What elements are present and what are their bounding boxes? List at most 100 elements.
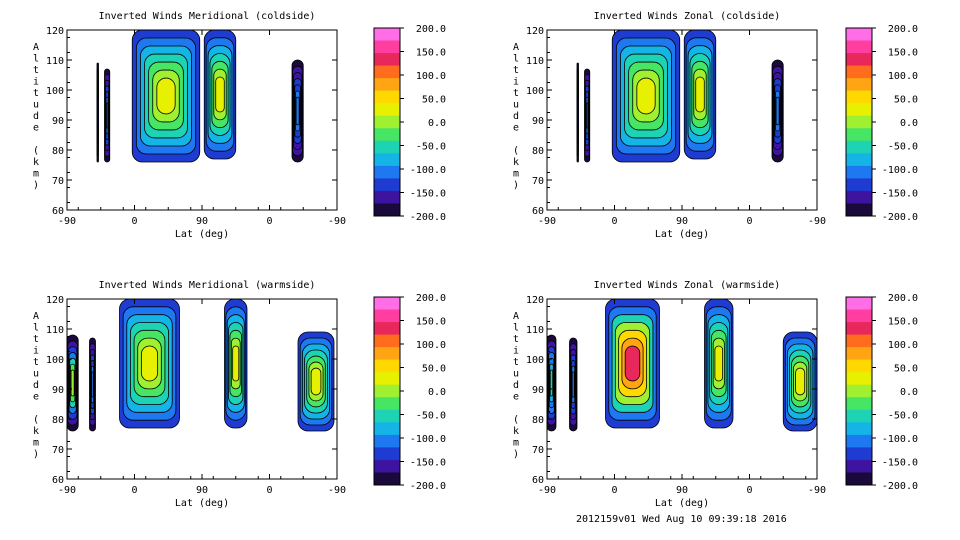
y-tick-label: 60 bbox=[532, 475, 544, 486]
x-tick-label: -90 bbox=[328, 485, 346, 496]
colorbar-swatch bbox=[846, 153, 872, 167]
y-tick-label: 110 bbox=[526, 56, 544, 67]
y-tick-label: 80 bbox=[532, 146, 544, 157]
y-tick-label: 100 bbox=[46, 355, 64, 366]
y-tick-label: 110 bbox=[526, 325, 544, 336]
colorbar-swatch bbox=[846, 103, 872, 117]
colorbar-label: 200.0 bbox=[416, 293, 446, 304]
x-tick-label: -90 bbox=[808, 216, 826, 227]
colorbar-swatch bbox=[846, 190, 872, 204]
colorbar-swatch bbox=[374, 322, 400, 336]
colorbar-label: 0.0 bbox=[428, 387, 446, 398]
colorbar-swatch bbox=[846, 140, 872, 154]
contour-region-1 bbox=[576, 62, 579, 163]
colorbar-label: -150.0 bbox=[410, 189, 446, 200]
y-tick-label: 60 bbox=[52, 475, 64, 486]
colorbar-label: 50.0 bbox=[422, 95, 446, 106]
chart-title: Inverted Winds Zonal (coldside) bbox=[594, 11, 781, 22]
y-tick-label: 80 bbox=[52, 146, 64, 157]
y-tick-label: 90 bbox=[52, 116, 64, 127]
colorbar-swatch bbox=[846, 90, 872, 104]
colorbar-label: -150.0 bbox=[410, 458, 446, 469]
x-tick-label: -90 bbox=[328, 216, 346, 227]
contour-band bbox=[91, 371, 94, 398]
plot-frame bbox=[66, 298, 338, 480]
colorbar-swatch bbox=[374, 397, 400, 411]
y-tick-label: 120 bbox=[526, 295, 544, 306]
colorbar-swatch bbox=[846, 297, 872, 311]
y-tick-label: 70 bbox=[52, 176, 64, 187]
colorbar-swatch bbox=[846, 447, 872, 461]
chart-title: Inverted Winds Meridional (coldside) bbox=[99, 11, 316, 22]
colorbar-label: 50.0 bbox=[422, 364, 446, 375]
contour-band bbox=[156, 77, 176, 115]
colorbar-label: 0.0 bbox=[900, 118, 918, 129]
contour-band bbox=[70, 369, 75, 397]
contour-band bbox=[140, 345, 159, 382]
colorbar-swatch bbox=[374, 128, 400, 142]
colorbar-label: -200.0 bbox=[410, 212, 446, 223]
colorbar-swatch bbox=[846, 178, 872, 192]
contour-band bbox=[695, 76, 705, 113]
colorbar-swatch bbox=[846, 459, 872, 473]
colorbar-swatch bbox=[846, 347, 872, 361]
colorbar-label: -50.0 bbox=[888, 142, 918, 153]
contour-region-3 bbox=[611, 29, 681, 163]
colorbar-label: 100.0 bbox=[888, 340, 918, 351]
colorbar: 200.0 150.0 100.0 50.0 0.0 -50.0 -100.0 -150.0 -… bbox=[845, 293, 918, 492]
y-tick-label: 80 bbox=[52, 415, 64, 426]
colorbar-label: -50.0 bbox=[416, 411, 446, 422]
contour-region-1 bbox=[96, 62, 99, 163]
contour-band bbox=[97, 98, 99, 127]
colorbar-swatch bbox=[374, 203, 400, 217]
colorbar-swatch bbox=[846, 203, 872, 217]
plot-frame bbox=[546, 298, 818, 480]
colorbar-swatch bbox=[846, 334, 872, 348]
colorbar-label: 150.0 bbox=[416, 317, 446, 328]
colorbar-label: -50.0 bbox=[416, 142, 446, 153]
y-tick-label: 110 bbox=[46, 56, 64, 67]
colorbar-swatch bbox=[374, 472, 400, 486]
contour-band bbox=[310, 367, 322, 396]
y-tick-label: 100 bbox=[526, 355, 544, 366]
x-tick-label: 0 bbox=[131, 485, 137, 496]
colorbar-swatch bbox=[846, 409, 872, 423]
contour-band bbox=[295, 96, 300, 126]
colorbar-swatch bbox=[846, 322, 872, 336]
y-tick-label: 120 bbox=[46, 295, 64, 306]
contour-region-1 bbox=[546, 334, 557, 432]
y-tick-label: 70 bbox=[532, 445, 544, 456]
x-tick-label: -90 bbox=[58, 485, 76, 496]
colorbar-label: 200.0 bbox=[416, 24, 446, 35]
x-tick-label: 0 bbox=[611, 485, 617, 496]
colorbar-label: 100.0 bbox=[416, 71, 446, 82]
colorbar-swatch bbox=[374, 103, 400, 117]
footer-timestamp: 2012159v01 Wed Aug 10 09:39:18 2016 bbox=[576, 514, 787, 525]
colorbar-swatch bbox=[374, 372, 400, 386]
y-tick-label: 100 bbox=[46, 86, 64, 97]
contour-band bbox=[106, 102, 109, 129]
chart-panel-2: Inverted Winds Zonal (coldside) 120 110 100… bbox=[513, 11, 918, 240]
colorbar-label: 200.0 bbox=[888, 24, 918, 35]
colorbar-swatch bbox=[374, 53, 400, 67]
contour-region-2 bbox=[104, 68, 111, 163]
colorbar-label: 100.0 bbox=[888, 71, 918, 82]
colorbar-swatch bbox=[846, 78, 872, 92]
y-tick-label: 100 bbox=[526, 86, 544, 97]
colorbar-label: 0.0 bbox=[900, 387, 918, 398]
colorbar-swatch bbox=[374, 459, 400, 473]
x-axis-label: Lat (deg) bbox=[655, 498, 709, 509]
colorbar-swatch bbox=[846, 422, 872, 436]
colorbar-swatch bbox=[374, 190, 400, 204]
colorbar-swatch bbox=[374, 409, 400, 423]
y-tick-label: 90 bbox=[532, 385, 544, 396]
contour-region-2 bbox=[584, 68, 591, 163]
colorbar-swatch bbox=[374, 165, 400, 179]
colorbar-swatch bbox=[374, 359, 400, 373]
y-tick-label: 60 bbox=[532, 206, 544, 217]
contour-band bbox=[795, 367, 806, 396]
x-tick-label: 90 bbox=[196, 485, 208, 496]
colorbar: 200.0 150.0 100.0 50.0 0.0 -50.0 -100.0 -150.0 -… bbox=[845, 24, 918, 223]
